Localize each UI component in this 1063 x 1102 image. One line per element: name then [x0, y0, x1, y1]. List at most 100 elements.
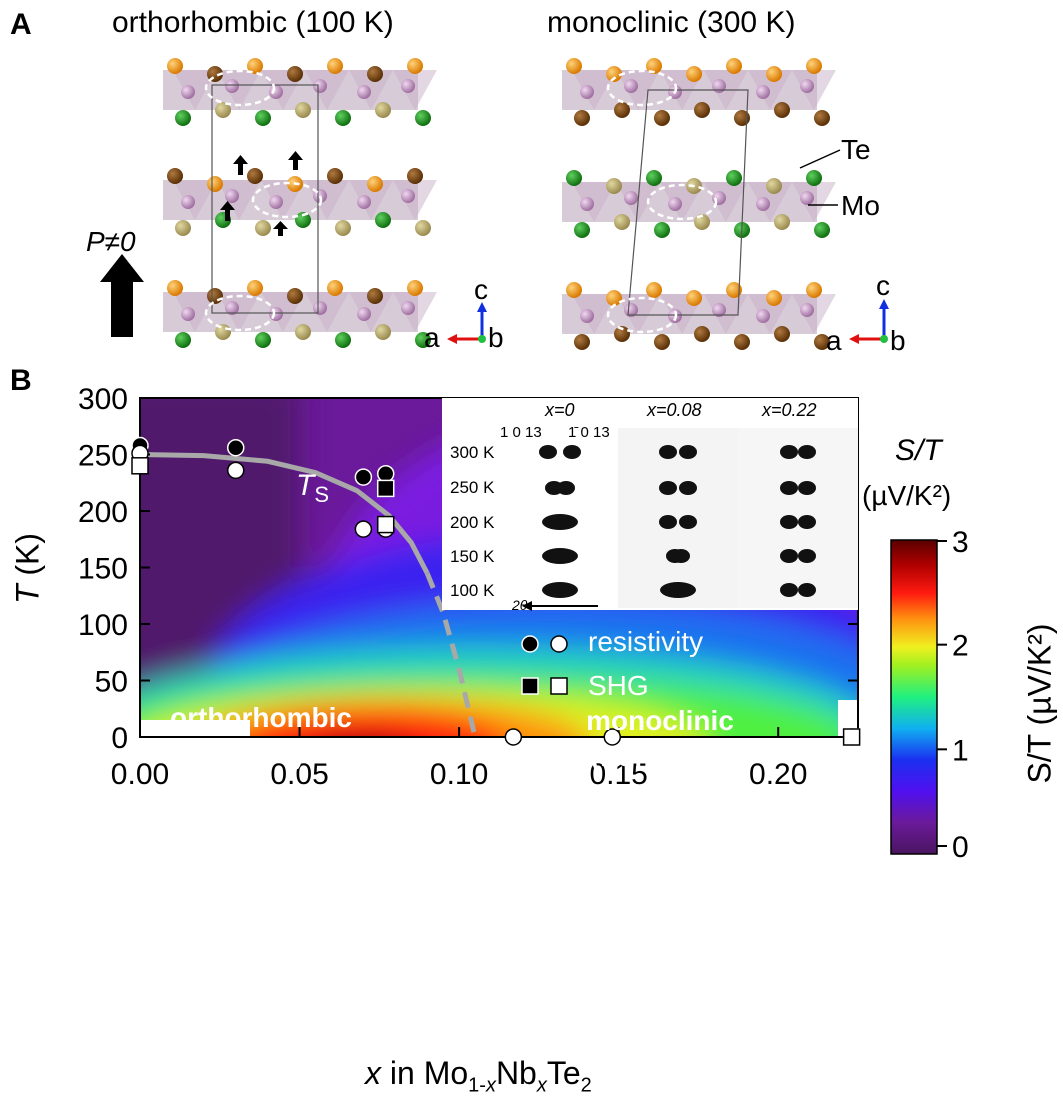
xrd-spot [660, 582, 696, 598]
polyhedron [393, 292, 437, 332]
y-tick-label: 150 [78, 553, 128, 586]
resistivity-point-open [603, 728, 622, 746]
mo-atom [624, 79, 638, 93]
resistivity-point-open [504, 728, 523, 746]
colorbar-side-label: S/T (µV/K²) [1021, 623, 1058, 784]
xrd-spot [798, 481, 816, 495]
resistivity-point-open [354, 520, 373, 538]
mo-atom [225, 79, 239, 93]
te-atom [367, 176, 383, 192]
mo-dimer-ellipse [251, 181, 323, 219]
te-atom [247, 58, 263, 74]
te-atom [806, 282, 822, 298]
xrd-spot [780, 549, 798, 563]
te-atom [574, 222, 590, 238]
axis-c-left: c [474, 274, 488, 305]
te-atom [654, 110, 670, 126]
te-atom [167, 58, 183, 74]
x-tick-label: 0.10 [430, 758, 488, 791]
xrd-spot [542, 514, 578, 530]
xrd-spot [679, 481, 697, 495]
mo-atom [800, 303, 814, 317]
polyhedron [572, 70, 616, 110]
orthorhombic-structure [163, 58, 437, 348]
data-markers [131, 436, 861, 746]
te-atom [726, 58, 742, 74]
xrd-spot [780, 583, 798, 597]
ts-label: TS [296, 469, 330, 507]
axis-a-left: a [424, 322, 440, 353]
region-orthorhombic: orthorhombic (polar) [170, 702, 352, 770]
unit-cell-monoclinic [627, 89, 749, 316]
te-atom [255, 332, 271, 348]
displacement-arrows [220, 151, 303, 236]
mo-atom [580, 197, 594, 211]
te-atom [287, 66, 303, 82]
mo-atom [624, 303, 638, 317]
xrd-spot [798, 445, 816, 459]
axis-b-left: b [488, 322, 504, 353]
te-atom [614, 326, 630, 342]
resistivity-point-filled [354, 468, 373, 486]
inset-temp-100: 100 K [450, 581, 495, 600]
polyhedron [792, 182, 836, 222]
polyhedron [305, 70, 349, 110]
mo-dimer-ellipse [646, 183, 718, 221]
te-atom [215, 102, 231, 118]
x-tick-label: 0.00 [111, 758, 169, 791]
ts-line-solid [139, 452, 430, 575]
polyhedron [572, 182, 616, 222]
x-tick-label: 0.20 [749, 758, 807, 791]
mo-atom [269, 195, 283, 209]
te-atom [774, 102, 790, 118]
polyhedron [305, 292, 349, 332]
y-tick-label: 50 [95, 666, 128, 699]
te-atom [606, 66, 622, 82]
mo-atom [357, 195, 371, 209]
ts-line-dashed [424, 572, 478, 738]
polyhedron [173, 70, 217, 110]
te-atom [167, 280, 183, 296]
panel-a-right-title: monoclinic (300 K) [547, 6, 796, 39]
panel-a-left-title: orthorhombic (100 K) [112, 6, 394, 39]
x-axis-title: x in Mo1-xNbxTe2 [365, 1055, 592, 1097]
y-axis-title: T (K) [9, 532, 46, 605]
polarization-arrow [111, 280, 133, 337]
mo-atom [357, 307, 371, 321]
legend-shg: SHG [588, 670, 649, 701]
te-atom [654, 334, 670, 350]
te-atom [814, 334, 830, 350]
te-atom [686, 66, 702, 82]
te-atom [726, 282, 742, 298]
polyhedron [393, 180, 437, 220]
te-atom [255, 220, 271, 236]
te-atom [766, 66, 782, 82]
polyhedron [792, 294, 836, 334]
te-atom [327, 58, 343, 74]
polyhedron [217, 70, 261, 110]
te-atom [335, 110, 351, 126]
xrd-spot [542, 582, 578, 598]
mo-atom [181, 195, 195, 209]
y-tick-label: 200 [78, 496, 128, 529]
xrd-spot [679, 515, 697, 529]
inset-temp-300: 300 K [450, 443, 495, 462]
polyhedron [748, 294, 792, 334]
te-atom [327, 168, 343, 184]
mo-atom [401, 189, 415, 203]
legend-open-square [550, 677, 568, 695]
axis-triad-left [447, 302, 487, 344]
mo-label: Mo [841, 190, 880, 221]
te-atom [614, 102, 630, 118]
mo-atom [624, 191, 638, 205]
x-axis-ticks: 0.00 0.05 0.10 0.15 0.20 [111, 727, 807, 791]
te-atom [375, 212, 391, 228]
xrd-spot [798, 583, 816, 597]
te-atom [774, 326, 790, 342]
mo-dimer-ellipse [606, 296, 678, 334]
polyhedron [704, 294, 748, 334]
xrd-spot [557, 481, 575, 495]
legend-filled-circle [521, 635, 539, 653]
te-atom [726, 170, 742, 186]
xrd-spot [539, 445, 557, 459]
